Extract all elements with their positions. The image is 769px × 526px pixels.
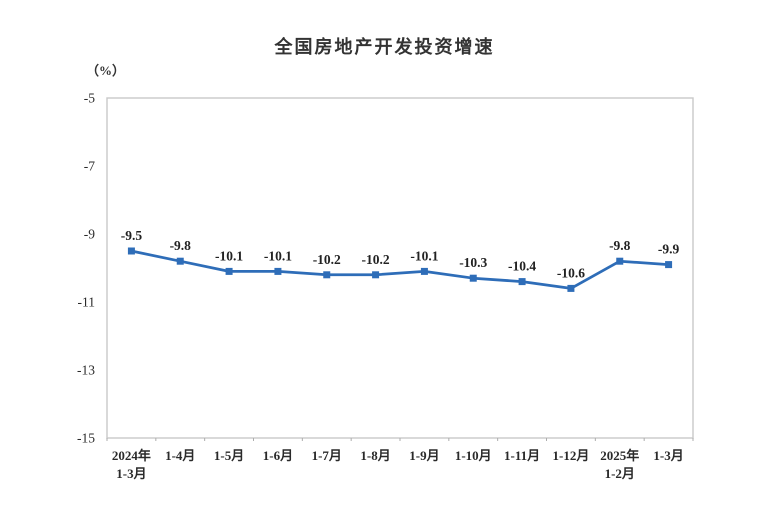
data-point-marker <box>274 267 282 275</box>
y-tick-label: -5 <box>84 91 95 106</box>
x-tick-label: 1-5月 <box>214 448 244 463</box>
x-tick-label: 1-3月 <box>653 448 683 463</box>
data-point-label: -10.3 <box>459 255 487 270</box>
data-point-marker <box>665 261 673 269</box>
y-tick-label: -11 <box>78 295 96 310</box>
x-tick-label: 1-9月 <box>409 448 439 463</box>
series-line <box>130 249 670 290</box>
y-tick-label: -7 <box>84 159 95 174</box>
data-point-marker <box>518 278 526 286</box>
x-tick-label: 2024年 1-3月 <box>112 448 151 481</box>
x-tick-label: 1-10月 <box>455 448 492 463</box>
data-point-marker <box>127 247 135 255</box>
y-axis-unit-label: （%） <box>86 63 126 78</box>
chart-title: 全国房地产开发投资增速 <box>274 37 495 57</box>
data-point-marker <box>176 257 184 265</box>
data-point-label: -10.1 <box>215 248 243 263</box>
x-tick-label: 1-7月 <box>312 448 342 463</box>
x-tick-label: 1-4月 <box>165 448 195 463</box>
data-point-label: -9.5 <box>121 228 143 243</box>
x-tick-label: 1-6月 <box>263 448 293 463</box>
data-point-marker <box>616 257 624 265</box>
data-point-label: -9.9 <box>658 242 680 257</box>
data-point-label: -10.1 <box>410 248 438 263</box>
x-tick-label: 1-8月 <box>360 448 390 463</box>
data-point-label: -9.8 <box>170 238 192 253</box>
y-tick-label: -9 <box>84 227 95 242</box>
data-point-label: -10.1 <box>264 248 292 263</box>
x-tick-label: 1-11月 <box>504 448 540 463</box>
y-tick-label: -15 <box>77 431 95 446</box>
data-point-label: -10.6 <box>557 265 585 280</box>
data-point-label: -10.4 <box>508 259 536 274</box>
data-point-label: -9.8 <box>609 238 631 253</box>
x-tick-label: 1-12月 <box>552 448 589 463</box>
data-point-marker <box>323 271 331 279</box>
y-tick-label: -13 <box>77 363 95 378</box>
data-point-label: -10.2 <box>313 252 341 267</box>
data-point-marker <box>567 284 575 292</box>
data-point-marker <box>225 267 233 275</box>
x-tick-label: 2025年 1-2月 <box>600 448 639 481</box>
data-point-marker <box>420 267 428 275</box>
data-point-label: -10.2 <box>362 252 390 267</box>
data-point-marker <box>372 271 380 279</box>
data-point-marker <box>469 274 477 282</box>
